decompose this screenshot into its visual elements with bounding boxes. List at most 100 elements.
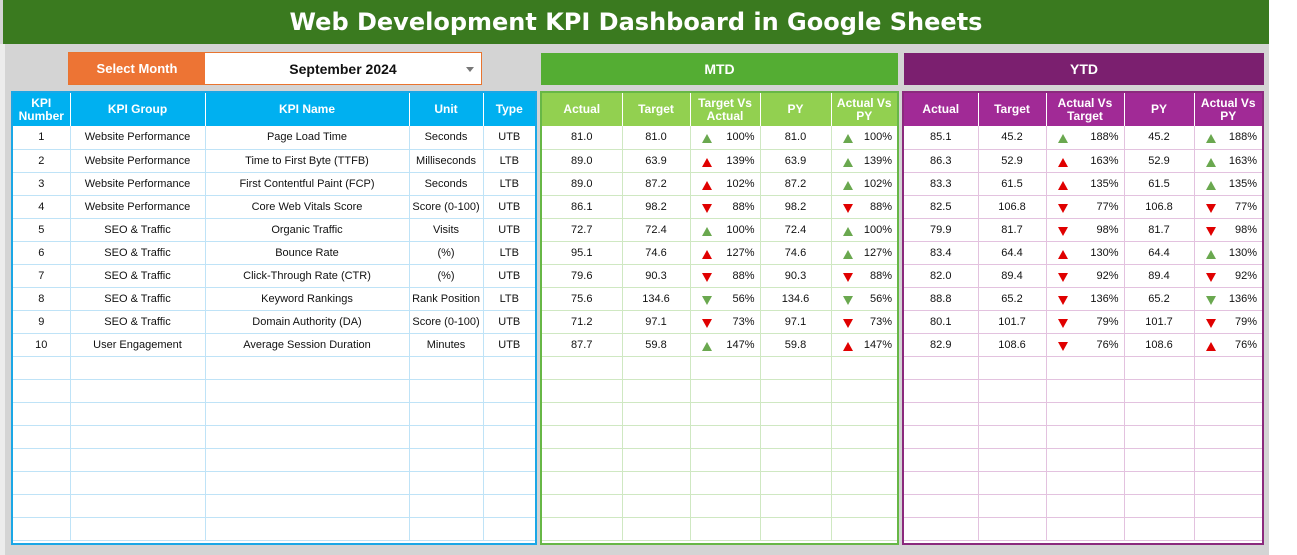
kpi-type-cell[interactable]: UTB [483, 126, 535, 150]
mtd-target-vs-actual-cell[interactable]: 139% [690, 149, 761, 173]
ytd-actual-vs-target-cell[interactable]: 92% [1046, 264, 1125, 288]
empty-cell[interactable] [1194, 425, 1262, 449]
ytd-actual-vs-py-cell[interactable]: 135% [1194, 172, 1262, 196]
kpi-unit-cell[interactable]: (%) [409, 264, 484, 288]
mtd-target-cell[interactable]: 63.9 [622, 149, 691, 173]
empty-cell[interactable] [1046, 402, 1125, 426]
empty-cell[interactable] [978, 517, 1047, 541]
empty-cell[interactable] [760, 356, 832, 380]
mtd-py-cell[interactable]: 72.4 [760, 218, 832, 242]
empty-cell[interactable] [904, 517, 979, 541]
empty-cell[interactable] [70, 379, 206, 403]
mtd-target-cell[interactable]: 90.3 [622, 264, 691, 288]
kpi-unit-cell[interactable]: Seconds [409, 126, 484, 150]
kpi-name-cell[interactable]: Domain Authority (DA) [205, 310, 410, 334]
ytd-py-cell[interactable]: 65.2 [1124, 287, 1195, 311]
empty-cell[interactable] [1046, 517, 1125, 541]
empty-cell[interactable] [542, 448, 623, 472]
kpi-unit-cell[interactable]: Visits [409, 218, 484, 242]
empty-cell[interactable] [1124, 471, 1195, 495]
ytd-py-cell[interactable]: 106.8 [1124, 195, 1195, 219]
ytd-actual-vs-py-cell[interactable]: 136% [1194, 287, 1262, 311]
kpi-group-cell[interactable]: SEO & Traffic [70, 264, 206, 288]
kpi-name-cell[interactable]: Bounce Rate [205, 241, 410, 265]
empty-cell[interactable] [483, 494, 535, 518]
ytd-py-cell[interactable]: 101.7 [1124, 310, 1195, 334]
empty-cell[interactable] [690, 517, 761, 541]
mtd-actual-vs-py-cell[interactable]: 139% [831, 149, 897, 173]
mtd-py-cell[interactable]: 98.2 [760, 195, 832, 219]
mtd-actual-cell[interactable]: 86.1 [542, 195, 623, 219]
empty-cell[interactable] [760, 448, 832, 472]
empty-cell[interactable] [1124, 425, 1195, 449]
mtd-actual-vs-py-cell[interactable]: 73% [831, 310, 897, 334]
empty-cell[interactable] [978, 494, 1047, 518]
empty-cell[interactable] [831, 448, 897, 472]
kpi-number-cell[interactable]: 10 [13, 333, 71, 357]
kpi-name-cell[interactable]: First Contentful Paint (FCP) [205, 172, 410, 196]
empty-cell[interactable] [690, 356, 761, 380]
ytd-actual-cell[interactable]: 82.9 [904, 333, 979, 357]
mtd-target-vs-actual-cell[interactable]: 127% [690, 241, 761, 265]
kpi-type-cell[interactable]: UTB [483, 195, 535, 219]
ytd-target-cell[interactable]: 52.9 [978, 149, 1047, 173]
ytd-target-cell[interactable]: 65.2 [978, 287, 1047, 311]
mtd-actual-cell[interactable]: 89.0 [542, 149, 623, 173]
empty-cell[interactable] [1194, 494, 1262, 518]
mtd-target-cell[interactable]: 134.6 [622, 287, 691, 311]
kpi-number-cell[interactable]: 6 [13, 241, 71, 265]
empty-cell[interactable] [483, 517, 535, 541]
empty-cell[interactable] [409, 356, 484, 380]
ytd-py-cell[interactable]: 89.4 [1124, 264, 1195, 288]
mtd-target-cell[interactable]: 87.2 [622, 172, 691, 196]
kpi-number-cell[interactable]: 7 [13, 264, 71, 288]
empty-cell[interactable] [622, 471, 691, 495]
ytd-actual-vs-py-cell[interactable]: 79% [1194, 310, 1262, 334]
empty-cell[interactable] [483, 448, 535, 472]
month-dropdown[interactable]: September 2024 [205, 53, 481, 84]
mtd-py-cell[interactable]: 87.2 [760, 172, 832, 196]
ytd-actual-cell[interactable]: 86.3 [904, 149, 979, 173]
mtd-target-vs-actual-cell[interactable]: 73% [690, 310, 761, 334]
empty-cell[interactable] [205, 356, 410, 380]
kpi-number-cell[interactable]: 2 [13, 149, 71, 173]
empty-cell[interactable] [690, 448, 761, 472]
empty-cell[interactable] [690, 402, 761, 426]
mtd-target-cell[interactable]: 97.1 [622, 310, 691, 334]
ytd-target-cell[interactable]: 89.4 [978, 264, 1047, 288]
ytd-target-cell[interactable]: 81.7 [978, 218, 1047, 242]
empty-cell[interactable] [13, 425, 71, 449]
empty-cell[interactable] [13, 379, 71, 403]
empty-cell[interactable] [409, 517, 484, 541]
empty-cell[interactable] [542, 425, 623, 449]
mtd-actual-vs-py-cell[interactable]: 147% [831, 333, 897, 357]
ytd-target-cell[interactable]: 45.2 [978, 126, 1047, 150]
mtd-target-cell[interactable]: 59.8 [622, 333, 691, 357]
kpi-group-cell[interactable]: Website Performance [70, 195, 206, 219]
empty-cell[interactable] [13, 356, 71, 380]
kpi-type-cell[interactable]: LTB [483, 287, 535, 311]
ytd-py-cell[interactable]: 61.5 [1124, 172, 1195, 196]
kpi-group-cell[interactable]: Website Performance [70, 149, 206, 173]
empty-cell[interactable] [205, 517, 410, 541]
empty-cell[interactable] [831, 517, 897, 541]
empty-cell[interactable] [760, 379, 832, 403]
empty-cell[interactable] [904, 425, 979, 449]
empty-cell[interactable] [1194, 448, 1262, 472]
kpi-type-cell[interactable]: LTB [483, 241, 535, 265]
empty-cell[interactable] [831, 356, 897, 380]
mtd-target-vs-actual-cell[interactable]: 102% [690, 172, 761, 196]
mtd-target-cell[interactable]: 98.2 [622, 195, 691, 219]
empty-cell[interactable] [1046, 425, 1125, 449]
mtd-actual-vs-py-cell[interactable]: 127% [831, 241, 897, 265]
ytd-target-cell[interactable]: 108.6 [978, 333, 1047, 357]
mtd-py-cell[interactable]: 63.9 [760, 149, 832, 173]
empty-cell[interactable] [409, 494, 484, 518]
mtd-py-cell[interactable]: 90.3 [760, 264, 832, 288]
empty-cell[interactable] [1194, 356, 1262, 380]
mtd-actual-cell[interactable]: 72.7 [542, 218, 623, 242]
empty-cell[interactable] [483, 356, 535, 380]
kpi-type-cell[interactable]: LTB [483, 149, 535, 173]
ytd-actual-cell[interactable]: 83.4 [904, 241, 979, 265]
mtd-target-vs-actual-cell[interactable]: 100% [690, 218, 761, 242]
